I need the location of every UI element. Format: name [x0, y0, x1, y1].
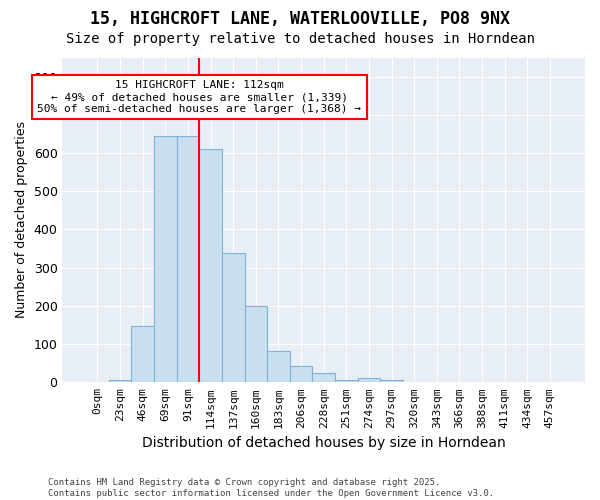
Bar: [380, 380, 403, 382]
Bar: [176, 136, 199, 382]
Bar: [335, 380, 358, 382]
Bar: [154, 136, 176, 382]
Y-axis label: Number of detached properties: Number of detached properties: [15, 122, 28, 318]
Bar: [358, 378, 380, 382]
Bar: [313, 373, 335, 382]
Text: Contains HM Land Registry data © Crown copyright and database right 2025.
Contai: Contains HM Land Registry data © Crown c…: [48, 478, 494, 498]
Bar: [109, 380, 131, 382]
Bar: [199, 149, 222, 382]
Text: 15, HIGHCROFT LANE, WATERLOOVILLE, PO8 9NX: 15, HIGHCROFT LANE, WATERLOOVILLE, PO8 9…: [90, 10, 510, 28]
Bar: [222, 253, 245, 382]
Text: 15 HIGHCROFT LANE: 112sqm
← 49% of detached houses are smaller (1,339)
50% of se: 15 HIGHCROFT LANE: 112sqm ← 49% of detac…: [37, 80, 361, 114]
Bar: [290, 366, 313, 382]
Bar: [131, 326, 154, 382]
X-axis label: Distribution of detached houses by size in Horndean: Distribution of detached houses by size …: [142, 436, 506, 450]
Text: Size of property relative to detached houses in Horndean: Size of property relative to detached ho…: [65, 32, 535, 46]
Bar: [245, 306, 267, 382]
Bar: [267, 350, 290, 382]
